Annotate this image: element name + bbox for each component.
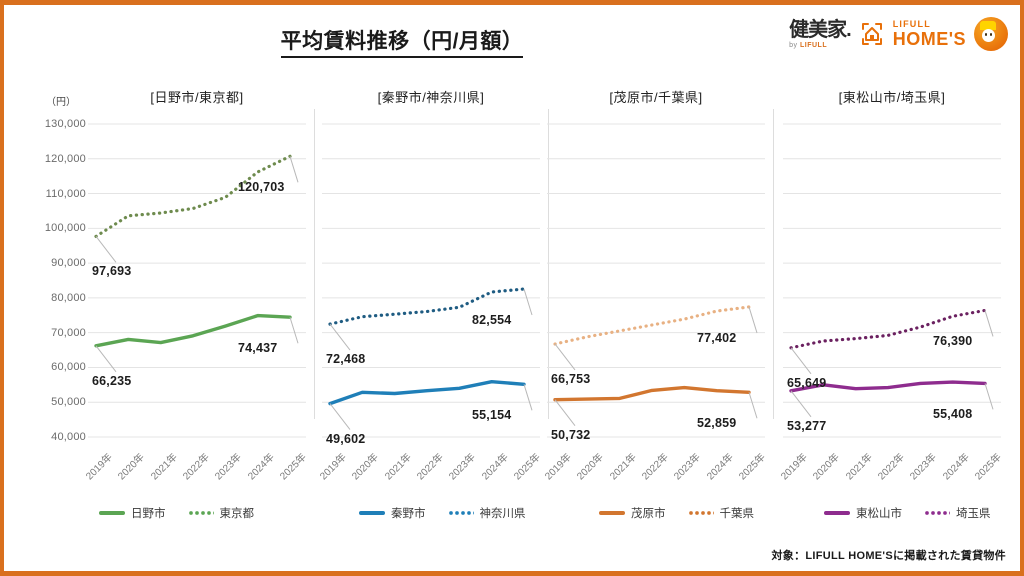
series-start-value-label: 50,732 [551,427,591,442]
series-start-value-label: 66,235 [92,373,132,388]
series-start-value-label: 72,468 [326,352,366,367]
legend-swatch-dotted [687,511,714,515]
series-end-value-label: 120,703 [238,180,285,195]
plot-area: （円） 130,000 120,000 110,000 100,000 90,000 80… [4,67,1020,497]
legend-swatch-solid [359,511,385,515]
series-end-value-label: 77,402 [697,330,737,345]
lifull-homes-logo: LIFULL HOME'S [892,19,966,49]
legend-label-prefecture: 埼玉県 [956,508,991,520]
y-axis-tick: 60,000 [51,361,86,374]
series-end-value-label: 55,154 [472,408,512,423]
y-axis-unit-label: （円） [46,97,76,108]
y-axis-tick: 70,000 [51,326,86,339]
legend-swatch-dotted [187,511,214,515]
legend-label-prefecture: 東京都 [219,508,255,520]
kenbiya-logo-text: 健美家. [789,18,852,41]
series-start-value-label: 66,753 [551,371,591,386]
series-start-value-label: 49,602 [326,431,366,446]
legend: 日野市 東京都 秦野市 神奈川県 茂原市 千葉県 東松山市 埼玉県 [4,505,1020,533]
legend-label-prefecture: 千葉県 [719,508,755,520]
panel-separator [773,109,774,419]
y-axis-tick: 40,000 [51,431,86,443]
legend-group: 秦野市 神奈川県 [359,505,526,521]
series-start-value-label: 53,277 [787,418,827,433]
series-end-value-label: 55,408 [933,407,973,422]
panel-title: [秦野市/神奈川県] [377,90,485,105]
series-start-value-label: 65,649 [787,375,827,390]
legend-swatch-solid [824,511,850,515]
panel-title: [日野市/東京都] [150,90,244,105]
y-axis-tick: 50,000 [51,396,86,409]
kenbiya-logo: 健美家. by LIFULL [789,18,852,49]
panel-separator [548,109,549,419]
page-title: 平均賃料推移（円/月額） [4,25,1020,58]
lifull-homes-text: HOME'S [892,29,966,49]
page-title-text: 平均賃料推移（円/月額） [280,30,524,58]
legend-swatch-dotted [447,511,474,515]
mascot-hat [980,21,996,30]
panel-title: [東松山市/埼玉県] [838,90,946,105]
legend-group: 東松山市 埼玉県 [824,505,991,521]
logo-block: 健美家. by LIFULL LIFULL HOME'S [789,11,1008,57]
legend-label-city: 茂原市 [631,508,666,520]
y-axis-tick: 110,000 [45,187,86,200]
series-start-value-label: 97,693 [92,264,132,279]
legend-swatch-solid [99,511,125,515]
y-axis-tick: 80,000 [51,291,86,304]
lifull-small-text: LIFULL [892,19,931,29]
chart-panel: [茂原市/千葉県] 50,732 52,859 66,753 77,402 2019年 20… [543,67,768,497]
series-end-value-label: 76,390 [933,334,973,349]
mascot-face [982,29,995,42]
chart-panel: [日野市/東京都] 66,235 74,437 97,693 120,703 2019年 2… [84,67,309,497]
legend-label-city: 東松山市 [856,508,902,520]
mascot-icon [974,17,1008,51]
y-axis-tick: 120,000 [44,152,86,165]
legend-swatch-dotted [924,511,950,515]
panel-title: [茂原市/千葉県] [609,90,703,105]
legend-label-city: 日野市 [131,508,166,520]
legend-label-prefecture: 神奈川県 [479,508,526,520]
legend-label-city: 秦野市 [391,508,426,520]
kenbiya-by-text: by [789,41,798,49]
panel-separator [314,109,315,419]
kenbiya-logo-subtext: by LIFULL [789,42,827,49]
y-axis-labels: 130,000 120,000 110,000 100,000 90,000 80,000… [14,67,86,497]
header: 平均賃料推移（円/月額） 健美家. by LIFULL LIFULL HOME'… [4,5,1020,67]
house-icon [859,21,885,47]
footer-note: 対象：LIFULL HOME'Sに掲載された賃貸物件 [771,550,1006,562]
mascot-eye-right [990,33,992,36]
y-axis-tick: 100,000 [44,222,86,235]
series-end-value-label: 82,554 [472,313,512,327]
chart-panel: [東松山市/埼玉県] 53,277 55,408 65,649 76,390 2019年 2… [779,67,1004,497]
y-axis-tick: 130,000 [44,118,86,130]
chart-panel: [秦野市/神奈川県] 49,602 55,154 72,468 82,554 2019年 2… [318,67,543,497]
kenbiya-lifull-text: LIFULL [800,41,828,49]
series-end-value-label: 52,859 [697,416,737,431]
series-end-value-label: 74,437 [238,341,278,356]
legend-swatch-solid [599,511,625,515]
y-axis-tick: 90,000 [51,257,86,270]
legend-group: 茂原市 千葉県 [599,505,754,521]
mascot-eye-left [985,33,987,36]
legend-group: 日野市 東京都 [99,505,254,521]
